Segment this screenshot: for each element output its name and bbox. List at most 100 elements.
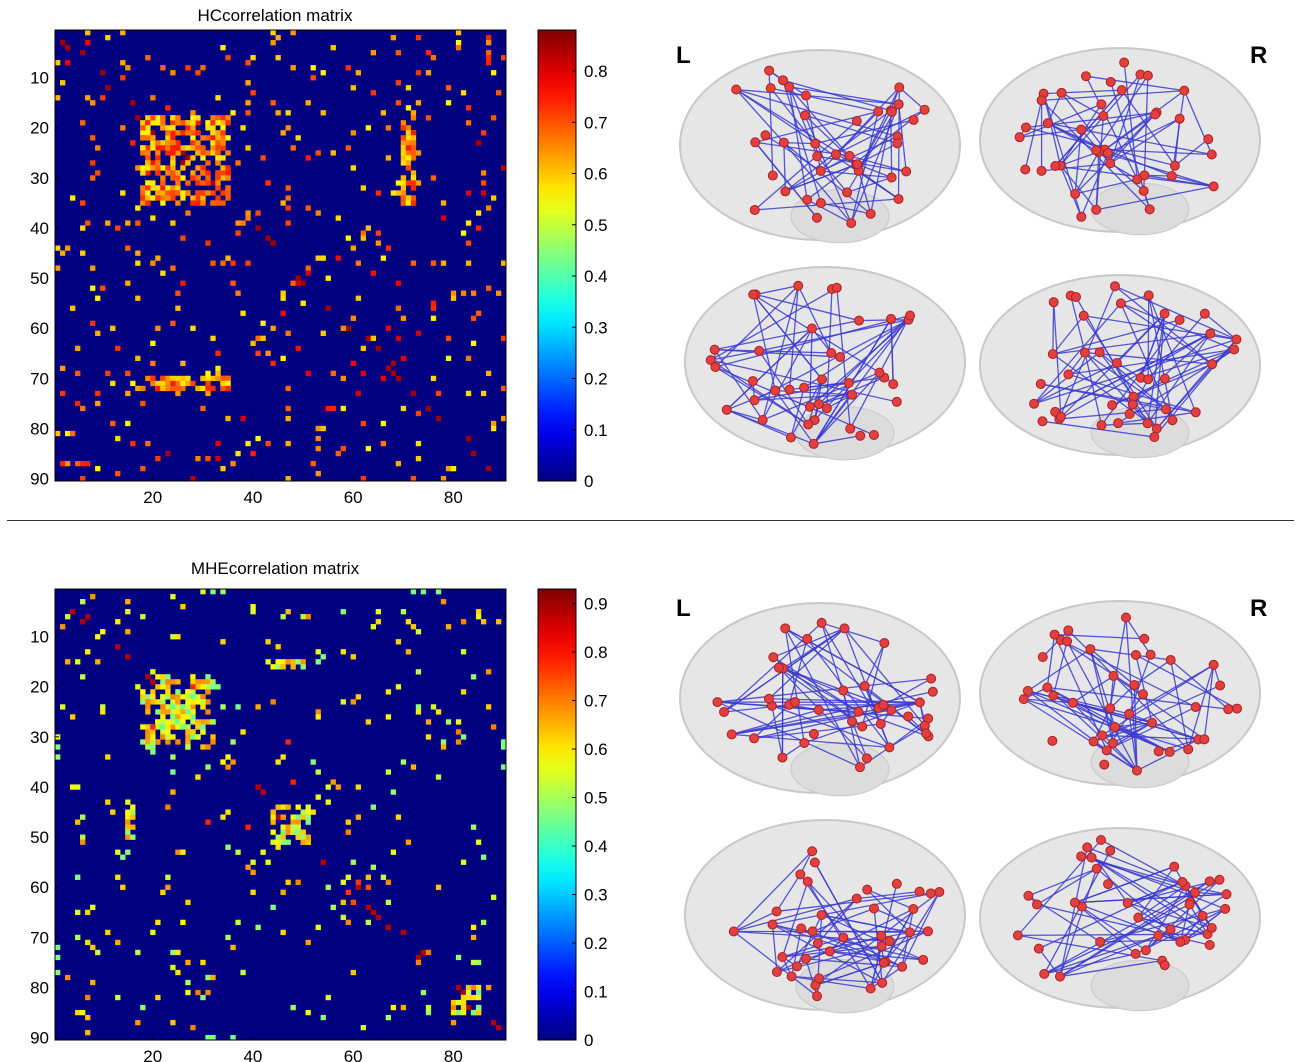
- heatmap-cell: [155, 325, 161, 331]
- heatmap-cell: [415, 954, 422, 961]
- heatmap-cell: [200, 684, 206, 690]
- brain-node: [765, 83, 776, 94]
- heatmap-cell: [135, 385, 141, 392]
- brain-node: [925, 888, 936, 899]
- heatmap-cell: [195, 694, 201, 700]
- heatmap-cell: [285, 220, 291, 226]
- heatmap-cell: [335, 450, 341, 457]
- heatmap-cell: [145, 744, 151, 750]
- heatmap-cell: [115, 939, 121, 946]
- heatmap-cell: [140, 170, 146, 176]
- heatmap-cell: [400, 195, 407, 201]
- heatmap-cell: [275, 35, 281, 41]
- brain-node: [802, 876, 813, 887]
- brain-node: [808, 438, 819, 449]
- brain-node: [1220, 903, 1231, 914]
- heatmap-cell: [280, 814, 286, 820]
- brain-node: [1099, 759, 1110, 770]
- heatmap-cell: [150, 340, 156, 346]
- heatmap-cell: [415, 100, 422, 106]
- heatmap-cell: [115, 435, 121, 442]
- heatmap-cell: [215, 135, 221, 141]
- brain-node: [847, 389, 858, 400]
- heatmap-cell: [105, 929, 111, 936]
- heatmap-cell: [315, 709, 321, 715]
- heatmap-cell: [425, 1009, 432, 1016]
- brain-node: [771, 966, 782, 977]
- heatmap-cell: [160, 200, 166, 206]
- heatmap-cell: [165, 704, 171, 710]
- brain-node: [808, 728, 819, 739]
- brain-node: [878, 699, 889, 710]
- heatmap-cell: [95, 145, 101, 151]
- heatmap-cell: [335, 215, 341, 221]
- heatmap-cell: [155, 709, 161, 715]
- y-tick-label: 60: [30, 878, 49, 897]
- brain-node: [921, 728, 932, 739]
- heatmap-cell: [290, 819, 296, 825]
- heatmap-cell: [470, 934, 477, 941]
- brain-node: [777, 752, 788, 763]
- heatmap-cell: [330, 779, 336, 785]
- heatmap-cell: [230, 110, 236, 116]
- heatmap-cell: [210, 135, 216, 141]
- heatmap-cell: [365, 904, 371, 911]
- heatmap-cell: [250, 604, 256, 610]
- heatmap-cell: [280, 834, 286, 840]
- heatmap-cell: [125, 829, 131, 835]
- heatmap-cell: [475, 839, 482, 845]
- heatmap-cell: [455, 30, 462, 36]
- heatmap-cell: [325, 994, 331, 1001]
- heatmap-cell: [150, 734, 156, 740]
- heatmap-cell: [345, 819, 351, 825]
- heatmap-cell: [115, 225, 121, 231]
- heatmap-cell: [410, 140, 417, 146]
- brain-node: [1199, 308, 1210, 319]
- brain-node: [1116, 85, 1127, 96]
- heatmap-cell: [375, 240, 382, 246]
- heatmap-cell: [210, 589, 216, 595]
- heatmap-cell: [145, 694, 151, 700]
- heatmap-cell: [120, 190, 126, 196]
- heatmap-cell: [385, 899, 392, 905]
- heatmap-cell: [255, 225, 261, 231]
- heatmap-cell: [290, 659, 296, 665]
- heatmap-cell: [440, 739, 447, 745]
- heatmap-cell: [180, 714, 186, 720]
- heatmap-cell: [215, 684, 221, 690]
- heatmap-cell: [465, 1004, 472, 1011]
- heatmap-cell: [165, 385, 171, 392]
- brain-node: [1023, 890, 1034, 901]
- heatmap-cell: [95, 465, 101, 472]
- brain-node: [1076, 124, 1087, 135]
- heatmap-cell: [80, 814, 86, 820]
- heatmap-cell: [235, 160, 241, 166]
- heatmap-cell: [165, 724, 171, 730]
- heatmap-cell: [175, 949, 181, 956]
- heatmap-cell: [200, 704, 206, 710]
- heatmap-cell: [330, 150, 336, 156]
- heatmap-cell: [285, 385, 291, 392]
- hc-brain-network-views: L R: [660, 0, 1300, 520]
- heatmap-cell: [490, 70, 497, 76]
- heatmap-cell: [160, 674, 166, 680]
- heatmap-cell: [320, 255, 326, 261]
- brain-node: [1143, 374, 1154, 385]
- heatmap-cell: [165, 135, 171, 141]
- heatmap-cell: [475, 994, 482, 1001]
- heatmap-cell: [295, 814, 301, 820]
- heatmap-cell: [140, 150, 146, 156]
- heatmap-cell: [320, 1014, 326, 1021]
- heatmap-cell: [200, 405, 206, 412]
- heatmap-cell: [140, 190, 146, 196]
- heatmap-cell: [495, 619, 502, 625]
- heatmap-cell: [400, 200, 407, 206]
- heatmap-cell: [375, 609, 382, 615]
- heatmap-cell: [265, 859, 271, 865]
- heatmap-cell: [165, 170, 171, 176]
- heatmap-cell: [170, 699, 176, 705]
- brain-node: [845, 423, 856, 434]
- heatmap-cell: [360, 235, 366, 241]
- heatmap-cell: [295, 345, 301, 352]
- heatmap-cell: [215, 170, 221, 176]
